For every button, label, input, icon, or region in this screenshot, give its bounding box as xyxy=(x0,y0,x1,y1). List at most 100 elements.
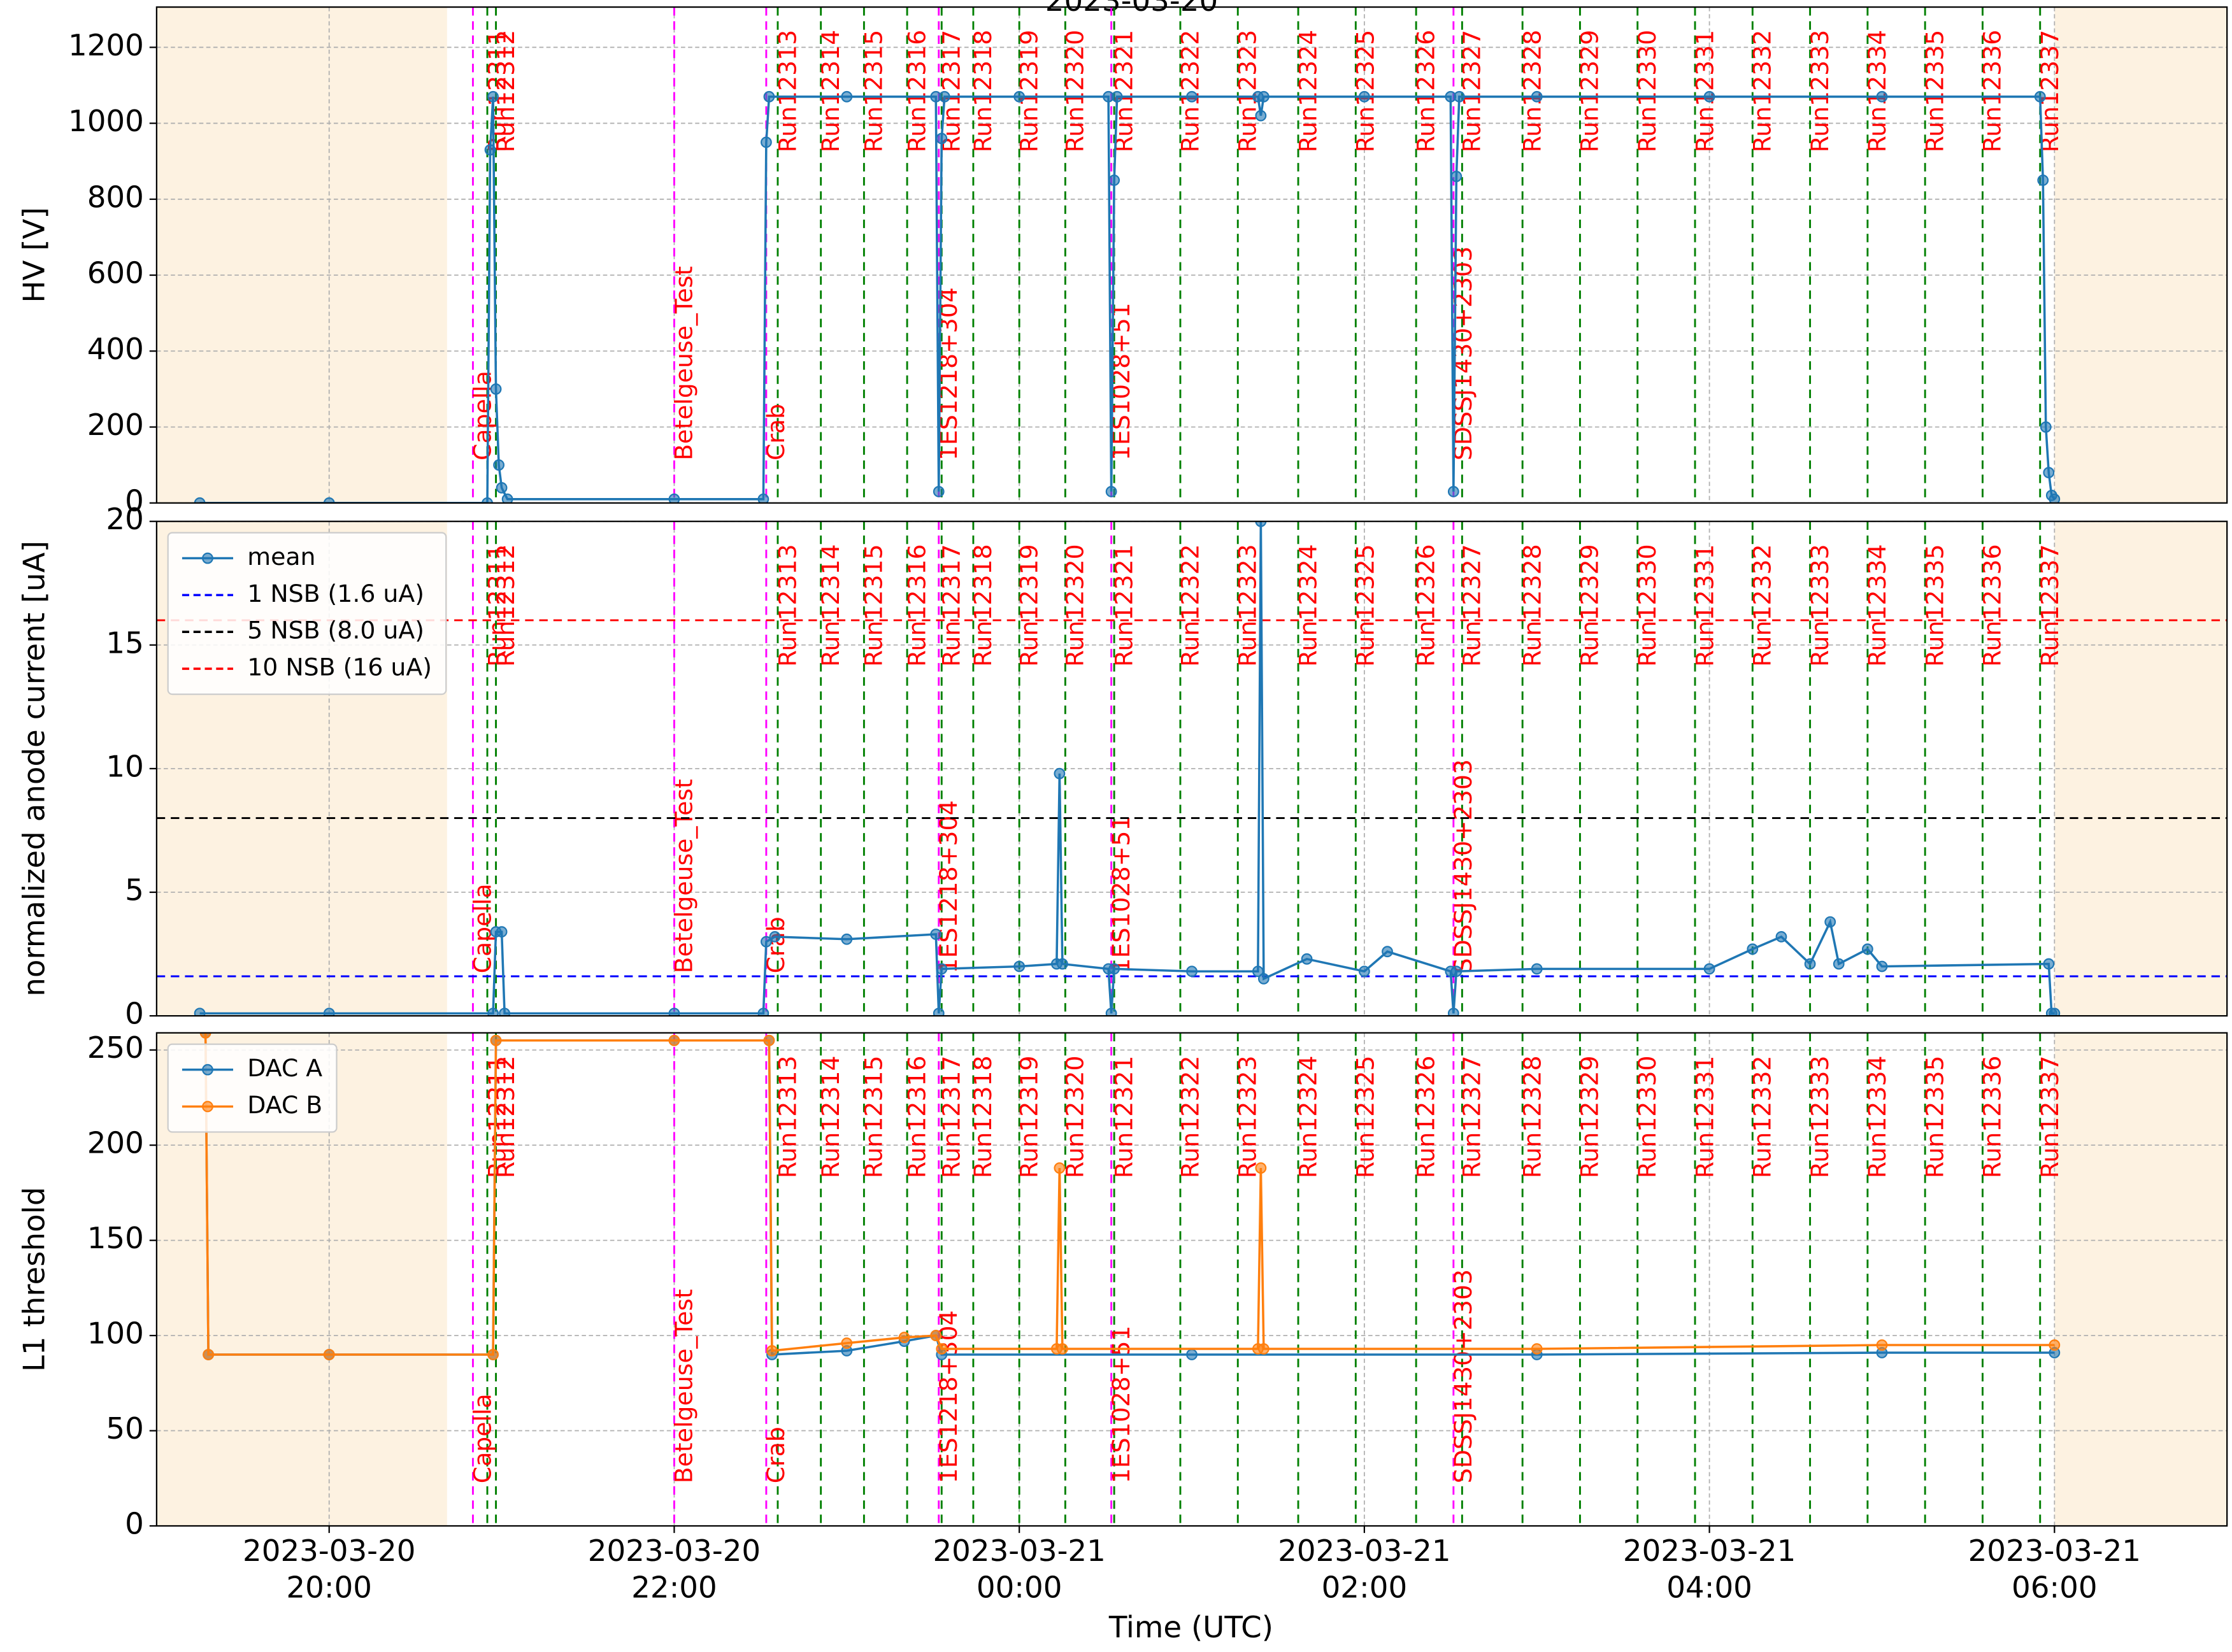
data-point xyxy=(484,144,496,156)
run-label: Run12321 xyxy=(1110,544,1138,667)
x-tick-label: 2023-03-21 xyxy=(1278,1534,1450,1569)
run-label: Run12318 xyxy=(969,544,997,667)
x-tick-label: 22:00 xyxy=(631,1571,717,1606)
y-tick-label: 100 xyxy=(87,1317,144,1351)
data-point xyxy=(1056,958,1068,970)
data-point xyxy=(841,1337,853,1349)
data-point xyxy=(1111,90,1123,103)
data-point xyxy=(668,1034,680,1046)
data-point xyxy=(1804,958,1816,970)
source-label: 1ES1028+51 xyxy=(1107,815,1135,973)
run-label: Run12335 xyxy=(1921,1055,1949,1178)
y-axis-label: L1 threshold xyxy=(17,1187,52,1372)
source-label: Crab xyxy=(762,1427,790,1483)
data-point xyxy=(1747,943,1759,955)
run-label: Run12319 xyxy=(1015,1055,1043,1178)
run-label: Run12323 xyxy=(1234,30,1262,153)
data-point xyxy=(1255,1162,1267,1174)
run-label: Run12315 xyxy=(860,30,888,153)
run-label: Run12331 xyxy=(1691,30,1719,153)
run-label: Run12318 xyxy=(969,30,997,153)
data-point xyxy=(2034,90,2046,103)
y-tick-label: 200 xyxy=(87,408,144,443)
source-label: SDSSJ1430+2303 xyxy=(1449,759,1477,973)
y-tick-label: 5 xyxy=(125,874,144,908)
data-point xyxy=(1186,965,1198,978)
run-label: Run12332 xyxy=(1749,544,1777,667)
run-label: Run12325 xyxy=(1352,544,1380,667)
x-axis-label: Time (UTC) xyxy=(1108,1611,1273,1645)
data-point xyxy=(1105,485,1117,497)
run-label: Run12314 xyxy=(817,30,845,153)
data-point xyxy=(2049,493,2061,503)
data-point xyxy=(930,1330,942,1341)
run-label: Run12328 xyxy=(1518,30,1546,153)
run-label: Run12311 xyxy=(483,1055,511,1178)
run-label: Run12323 xyxy=(1234,544,1262,667)
run-label: Run12335 xyxy=(1921,544,1949,667)
data-point xyxy=(938,90,950,103)
data-point xyxy=(1876,90,1888,103)
run-label: Run12322 xyxy=(1176,30,1204,153)
data-point xyxy=(1108,963,1120,975)
data-point xyxy=(493,459,504,471)
source-label: 1ES1218+304 xyxy=(934,800,962,973)
run-label: Run12326 xyxy=(1412,30,1440,153)
run-label: Run12316 xyxy=(903,544,931,667)
run-label: Run12327 xyxy=(1458,30,1486,153)
run-label: Run12320 xyxy=(1061,544,1089,667)
data-point xyxy=(1876,1339,1888,1351)
data-point xyxy=(1257,90,1270,103)
run-label: Run12315 xyxy=(860,1055,888,1178)
run-label: Run12321 xyxy=(1110,1055,1138,1178)
data-point xyxy=(323,1349,335,1360)
data-point xyxy=(1054,1162,1066,1174)
run-label: Run12314 xyxy=(817,544,845,667)
run-label: Run12317 xyxy=(938,1055,966,1178)
data-point xyxy=(1257,1343,1270,1355)
x-tick-label: 04:00 xyxy=(1666,1571,1752,1606)
y-tick-label: 0 xyxy=(125,484,144,518)
x-tick-label: 02:00 xyxy=(1322,1571,1408,1606)
source-label: Capella xyxy=(469,1393,497,1483)
legend-label: mean xyxy=(247,543,315,571)
data-point xyxy=(1252,965,1264,978)
data-point xyxy=(194,1008,206,1016)
source-label: Betelgeuse_Test xyxy=(670,266,698,460)
data-point xyxy=(1105,1008,1117,1016)
y-tick-label: 150 xyxy=(87,1221,144,1256)
run-label: Run12337 xyxy=(2036,544,2064,667)
data-point xyxy=(1358,965,1370,978)
run-label: Run12323 xyxy=(1234,1055,1262,1178)
run-label: Run12330 xyxy=(1633,30,1661,153)
run-label: Run12322 xyxy=(1176,1055,1204,1178)
run-label: Run12333 xyxy=(1806,544,1834,667)
run-label: Run12320 xyxy=(1061,30,1089,153)
data-point xyxy=(1255,521,1267,527)
data-point xyxy=(323,497,335,503)
x-tick-label: 20:00 xyxy=(286,1571,372,1606)
legend-marker xyxy=(202,1100,213,1113)
run-label: Run12334 xyxy=(1863,30,1891,153)
data-point xyxy=(1447,1008,1459,1016)
run-label: Run12329 xyxy=(1576,30,1604,153)
y-tick-label: 50 xyxy=(106,1412,143,1446)
data-point xyxy=(936,132,948,145)
data-point xyxy=(936,963,948,975)
run-label: Run12336 xyxy=(1978,544,2007,667)
y-tick-label: 1200 xyxy=(68,29,144,63)
run-label: Run12319 xyxy=(1015,544,1043,667)
y-axis-label: normalized anode current [uA] xyxy=(17,541,52,997)
run-label: Run12328 xyxy=(1518,1055,1546,1178)
run-label: Run12331 xyxy=(1691,1055,1719,1178)
source-label: 1ES1028+51 xyxy=(1107,1325,1135,1483)
chart-title: 2023-03-20 xyxy=(1045,0,1218,18)
legend-marker xyxy=(202,552,213,564)
data-point xyxy=(933,485,945,497)
shaded-span xyxy=(2054,1032,2228,1527)
data-point xyxy=(668,1008,680,1016)
data-point xyxy=(841,933,853,945)
data-point xyxy=(1703,90,1715,103)
data-point xyxy=(1358,90,1370,103)
